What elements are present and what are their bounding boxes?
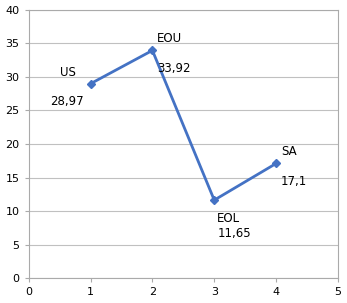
Text: SA: SA xyxy=(281,145,297,158)
Text: EOL: EOL xyxy=(217,211,240,225)
Text: US: US xyxy=(60,66,76,78)
Text: 28,97: 28,97 xyxy=(50,95,84,108)
Text: 17,1: 17,1 xyxy=(281,175,307,188)
Text: 33,92: 33,92 xyxy=(157,62,191,75)
Text: 11,65: 11,65 xyxy=(217,227,251,240)
Text: EOU: EOU xyxy=(157,32,183,45)
